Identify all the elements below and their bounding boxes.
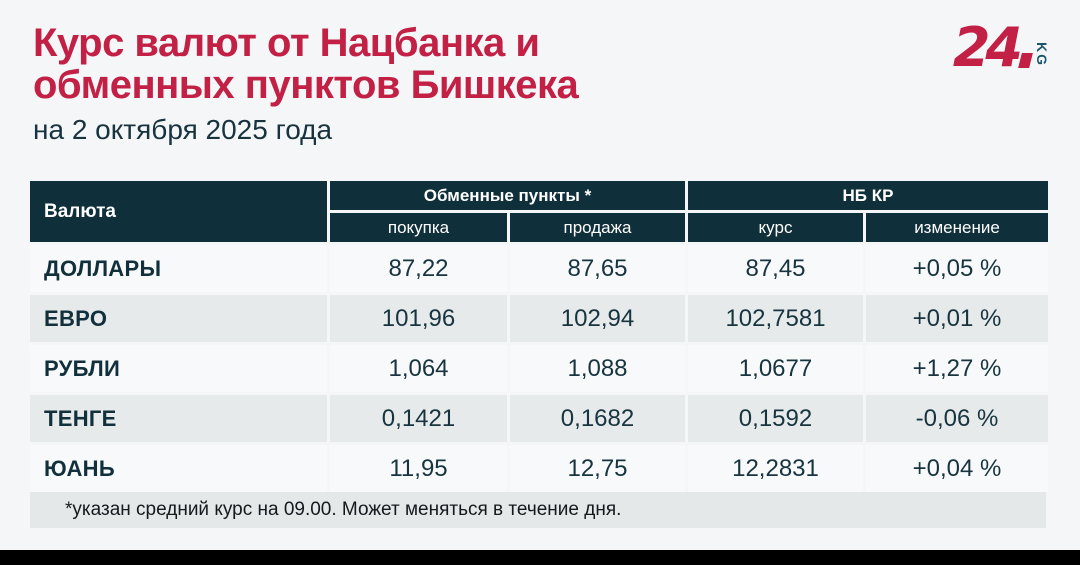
rate-value-cell: 1,0677 — [688, 345, 863, 392]
rate-value-cell: 0,1592 — [688, 395, 863, 442]
change-value-cell: +0,04 % — [866, 445, 1048, 492]
sell-value-cell: 12,75 — [510, 445, 685, 492]
header-buy: покупка — [330, 213, 507, 242]
rate-value-cell: 12,2831 — [688, 445, 863, 492]
rate-value-cell: 102,7581 — [688, 295, 863, 342]
buy-value-cell: 101,96 — [330, 295, 507, 342]
currency-name-cell: ДОЛЛАРЫ — [30, 245, 327, 292]
header-change: изменение — [866, 213, 1048, 242]
sell-value-cell: 102,94 — [510, 295, 685, 342]
table-row-dollars: ДОЛЛАРЫ 87,22 87,65 87,45 +0,05 % — [30, 245, 1048, 292]
logo-dot-icon — [1018, 53, 1033, 68]
logo-24-text: 24 — [952, 16, 1023, 79]
currency-name-cell: РУБЛИ — [30, 345, 327, 392]
table-row-tenge: ТЕНГЕ 0,1421 0,1682 0,1592 -0,06 % — [30, 395, 1048, 442]
footnote-band: *указан средний курс на 09.00. Может мен… — [30, 492, 1046, 528]
sell-value-cell: 1,088 — [510, 345, 685, 392]
table-row-yuan: ЮАНЬ 11,95 12,75 12,2831 +0,04 % — [30, 445, 1048, 492]
buy-value-cell: 87,22 — [330, 245, 507, 292]
logo-24kg: 24 KG — [953, 20, 1050, 76]
sell-value-cell: 0,1682 — [510, 395, 685, 442]
header-group-national-bank: НБ КР — [688, 181, 1048, 210]
change-value-cell: +0,01 % — [866, 295, 1048, 342]
sell-value-cell: 87,65 — [510, 245, 685, 292]
table-row-euro: ЕВРО 101,96 102,94 102,7581 +0,01 % — [30, 295, 1048, 342]
header-sell: продажа — [510, 213, 685, 242]
bottom-black-bar — [0, 550, 1080, 565]
currency-name-cell: ЮАНЬ — [30, 445, 327, 492]
table-row-rubles: РУБЛИ 1,064 1,088 1,0677 +1,27 % — [30, 345, 1048, 392]
change-value-cell: +1,27 % — [866, 345, 1048, 392]
rates-table: Валюта Обменные пункты * НБ КР покупка п… — [27, 178, 1051, 495]
date-subtitle: на 2 октября 2025 года — [33, 114, 333, 145]
change-value-cell: +0,05 % — [866, 245, 1048, 292]
buy-value-cell: 11,95 — [330, 445, 507, 492]
header-sub-row: покупка продажа курс изменение — [30, 213, 1048, 242]
buy-value-cell: 1,064 — [330, 345, 507, 392]
currency-name-cell: ЕВРО — [30, 295, 327, 342]
header-currency: Валюта — [30, 181, 327, 242]
currency-name-cell: ТЕНГЕ — [30, 395, 327, 442]
header-group-row: Валюта Обменные пункты * НБ КР — [30, 181, 1048, 242]
page-title-line1: Курс валют от Нацбанка и — [33, 21, 540, 65]
page-title-line2: обменных пунктов Бишкека — [33, 63, 579, 107]
page-title: Курс валют от Нацбанка и обменных пункто… — [33, 21, 579, 107]
header-group-exchange-offices: Обменные пункты * — [330, 181, 685, 210]
rates-table-container: Валюта Обменные пункты * НБ КР покупка п… — [27, 178, 1051, 495]
rate-value-cell: 87,45 — [688, 245, 863, 292]
logo-kg-text: KG — [1034, 42, 1050, 67]
buy-value-cell: 0,1421 — [330, 395, 507, 442]
header-rate: курс — [688, 213, 863, 242]
change-value-cell: -0,06 % — [866, 395, 1048, 442]
